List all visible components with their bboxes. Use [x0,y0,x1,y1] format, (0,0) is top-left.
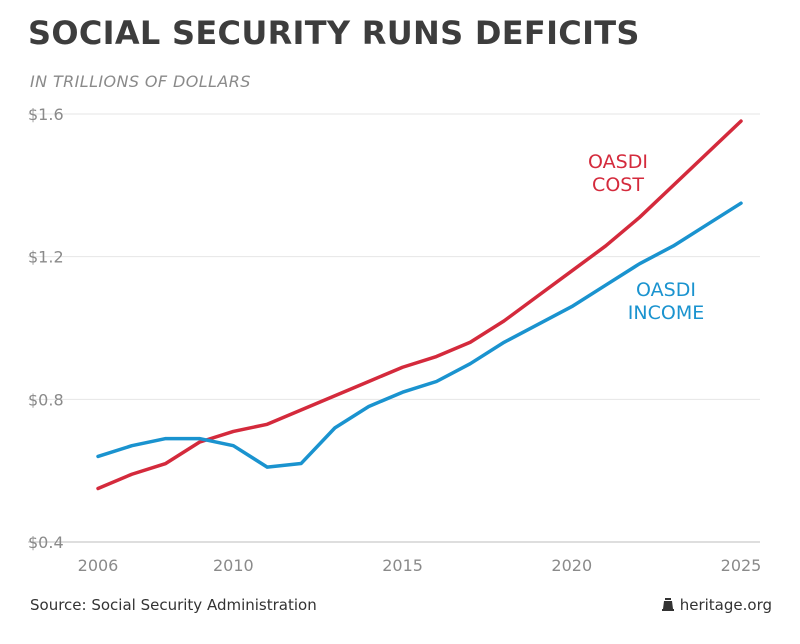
x-tick-label: 2025 [721,556,762,575]
brand-text: heritage.org [679,596,772,614]
x-tick-label: 2015 [382,556,423,575]
series-label-line: OASDI [636,279,696,301]
y-tick-label: $1.2 [28,248,64,267]
liberty-bell-icon [661,598,674,611]
chart-subtitle: IN TRILLIONS OF DOLLARS [30,72,251,91]
brand-link[interactable]: heritage.org [661,596,772,614]
x-tick-label: 2010 [213,556,254,575]
series-line-1 [96,201,743,469]
x-axis-ticks: 2006 2010 2015 2020 2025 [78,556,762,575]
series-label-1: OASDI INCOME [628,279,704,324]
y-tick-label: $0.4 [28,533,64,552]
series-label-line: COST [592,174,644,196]
grid [28,113,760,543]
series-lines [96,119,743,491]
x-tick-label: 2006 [78,556,119,575]
y-tick-label: $0.8 [28,390,64,409]
chart-title: SOCIAL SECURITY RUNS DEFICITS [28,14,640,52]
source-note: Source: Social Security Administration [30,596,317,614]
series-label-line: INCOME [628,302,704,324]
y-axis-ticks: $0.4 $0.8 $1.2 $1.6 [28,105,64,552]
y-tick-label: $1.6 [28,105,64,124]
series-label-line: OASDI [588,151,648,173]
x-tick-label: 2020 [551,556,592,575]
line-chart: $0.4 $0.8 $1.2 $1.6 2006 2010 2015 2020 2025 OA… [28,105,762,575]
series-label-0: OASDI COST [588,151,648,196]
